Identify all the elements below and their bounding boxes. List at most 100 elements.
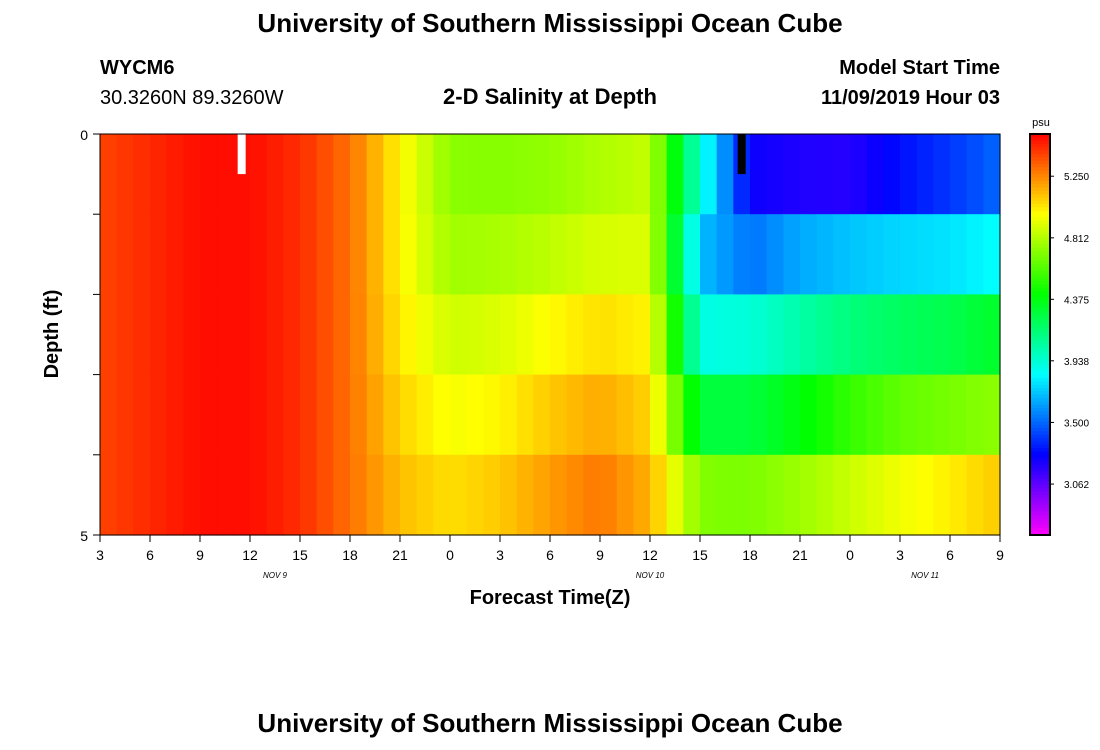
station-coordinates: 30.3260N 89.3260W — [100, 87, 284, 109]
heatmap-cell — [433, 134, 451, 215]
colorbar-band — [1030, 321, 1050, 326]
x-tick-label: 9 — [596, 547, 604, 563]
heatmap-cell — [950, 294, 968, 376]
heatmap-cell — [233, 294, 251, 376]
colorbar-band — [1030, 351, 1050, 356]
heatmap-cell — [700, 374, 718, 456]
heatmap-cell — [950, 214, 968, 295]
heatmap-cell — [666, 294, 684, 376]
colorbar-band — [1030, 281, 1050, 285]
heatmap-cell — [283, 134, 301, 215]
heatmap-cell — [950, 454, 968, 536]
colorbar-band — [1030, 361, 1050, 366]
time-marker — [737, 134, 746, 175]
heatmap-cell — [833, 134, 851, 215]
colorbar-band — [1030, 294, 1050, 299]
time-markers — [237, 134, 746, 175]
heatmap-cell — [216, 374, 234, 456]
colorbar-band — [1030, 494, 1050, 499]
heatmap-cell — [183, 214, 201, 295]
colorbar-band — [1030, 481, 1050, 486]
colorbar-band — [1030, 397, 1050, 402]
colorbar-band — [1030, 448, 1050, 453]
heatmap-cell — [416, 134, 434, 215]
heatmap-cell — [666, 134, 684, 215]
heatmap-cell — [533, 134, 551, 215]
heatmap-cells — [100, 134, 1001, 536]
heatmap-cell — [683, 134, 701, 215]
heatmap-cell — [616, 134, 634, 215]
heatmap-cell — [650, 214, 668, 295]
colorbar-band — [1030, 464, 1050, 469]
colorbar-band — [1030, 167, 1050, 172]
heatmap-cell — [766, 214, 784, 295]
colorbar-band — [1030, 458, 1050, 463]
colorbar-band — [1030, 291, 1050, 295]
heatmap-cell — [150, 294, 168, 376]
colorbar-band — [1030, 250, 1050, 255]
colorbar-band — [1030, 254, 1050, 259]
colorbar-band — [1030, 337, 1050, 342]
heatmap-cell — [350, 294, 368, 376]
colorbar-band — [1030, 227, 1050, 232]
heatmap-cell — [433, 294, 451, 376]
heatmap-cell — [966, 374, 984, 456]
colorbar: 5.250 4.812 4.375 3.938 3.500 3.062 — [1029, 133, 1089, 536]
heatmap-cell — [500, 134, 518, 215]
heatmap-cell — [933, 454, 951, 536]
heatmap-cell — [350, 214, 368, 295]
colorbar-band — [1030, 301, 1050, 306]
heatmap-cell — [683, 374, 701, 456]
heatmap-cell — [550, 454, 568, 536]
heatmap-cell — [683, 214, 701, 295]
heatmap-cell — [883, 454, 901, 536]
heatmap-cell — [716, 214, 734, 295]
heatmap-cell — [533, 294, 551, 376]
heatmap-cell — [533, 374, 551, 456]
heatmap-cell — [983, 134, 1001, 215]
colorbar-band — [1030, 164, 1050, 169]
heatmap-cell — [850, 294, 868, 376]
heatmap-cell — [416, 214, 434, 295]
heatmap-cell — [116, 214, 134, 295]
heatmap-cell — [200, 454, 218, 536]
heatmap-cell — [850, 214, 868, 295]
x-tick-label: 21 — [792, 547, 808, 563]
colorbar-band — [1030, 140, 1050, 145]
heatmap-cell — [216, 214, 234, 295]
colorbar-band — [1030, 180, 1050, 185]
heatmap-cell — [333, 454, 351, 536]
colorbar-tick-label: 5.250 — [1064, 172, 1089, 183]
y-tick-label: 0 — [80, 127, 88, 143]
heatmap-cell — [766, 134, 784, 215]
heatmap-cell — [350, 134, 368, 215]
colorbar-band — [1030, 428, 1050, 433]
heatmap-cell — [266, 214, 284, 295]
heatmap-cell — [483, 454, 501, 536]
colorbar-band — [1030, 478, 1050, 483]
heatmap-cell — [300, 214, 318, 295]
colorbar-band — [1030, 264, 1050, 269]
heatmap-cell — [283, 374, 301, 456]
heatmap-cell — [416, 454, 434, 536]
heatmap-cell — [750, 134, 768, 215]
heatmap-cell — [750, 294, 768, 376]
colorbar-band — [1030, 334, 1050, 339]
colorbar-band — [1030, 354, 1050, 359]
heatmap-cell — [550, 134, 568, 215]
x-tick-label: 0 — [446, 547, 454, 563]
x-tick-label: 18 — [342, 547, 358, 563]
heatmap-cell — [566, 134, 584, 215]
heatmap-cell — [616, 374, 634, 456]
heatmap-cell — [716, 374, 734, 456]
colorbar-band — [1030, 468, 1050, 473]
heatmap-cell — [450, 134, 468, 215]
heatmap-cell — [166, 454, 184, 536]
heatmap-cell — [833, 214, 851, 295]
heatmap-cell — [666, 374, 684, 456]
heatmap-cell — [950, 374, 968, 456]
colorbar-band — [1030, 531, 1050, 536]
colorbar-band — [1030, 274, 1050, 279]
heatmap-cell — [116, 134, 134, 215]
heatmap-cell — [166, 374, 184, 456]
